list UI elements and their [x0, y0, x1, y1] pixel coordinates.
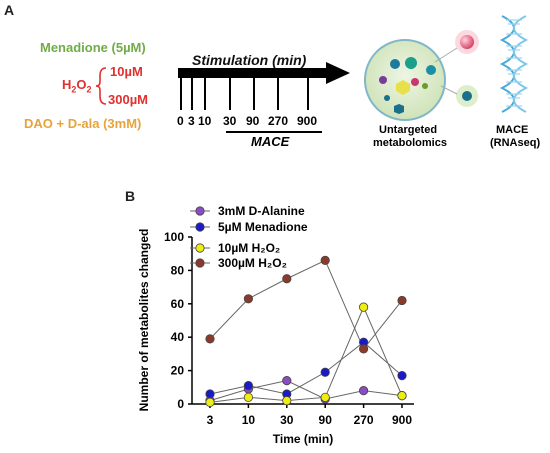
h2o2-low-label: 10µM	[110, 64, 143, 79]
data-point	[397, 295, 407, 306]
rnaseq-label-line2: (RNAseq)	[490, 137, 541, 149]
series-line-1	[209, 341, 403, 395]
menadione-label: Menadione (5µM)	[40, 40, 146, 55]
panel-b-letter: B	[125, 188, 136, 204]
x-tick-label: 3	[207, 413, 214, 427]
stimulation-label: Stimulation (min)	[192, 52, 307, 68]
data-point	[243, 294, 253, 304]
metabolomics-cell-illustration	[364, 30, 479, 121]
y-tick-label: 40	[171, 330, 185, 344]
legend-marker	[195, 258, 205, 268]
x-axis-label: Time (min)	[273, 432, 333, 446]
data-point	[358, 386, 369, 396]
legend-marker	[195, 206, 205, 216]
untargeted-label-line2: metabolomics	[373, 137, 447, 149]
x-tick-label: 10	[242, 413, 256, 427]
data-point	[205, 334, 215, 344]
data-point	[243, 381, 253, 391]
data-point	[397, 371, 407, 381]
timepoint-90: 90	[246, 114, 260, 128]
timepoint-900: 900	[297, 114, 318, 128]
legend-marker	[195, 243, 205, 253]
data-point	[358, 302, 369, 312]
y-tick-label: 100	[164, 230, 184, 244]
data-point	[358, 344, 369, 354]
dao-label: DAO + D-ala (3mM)	[24, 116, 142, 131]
data-point	[282, 376, 292, 386]
y-tick-label: 60	[171, 297, 185, 311]
y-tick-label: 80	[171, 263, 185, 277]
h2o2-label: H2O2	[62, 77, 92, 95]
x-tick-label: 270	[354, 413, 374, 427]
series-line-2	[209, 305, 403, 403]
untargeted-label-line1: Untargeted	[379, 124, 438, 136]
h2o2-high-label: 300µM	[108, 92, 149, 107]
h2o2-bracket	[96, 67, 107, 105]
x-tick-label: 900	[392, 413, 412, 427]
y-tick-label: 0	[177, 397, 184, 411]
timepoint-30: 30	[223, 114, 237, 128]
rnaseq-label-line1: MACE	[496, 124, 529, 136]
data-point	[320, 255, 330, 265]
mace-label: MACE	[251, 134, 290, 149]
dna-helix-icon	[499, 15, 529, 113]
series-line-3	[209, 259, 403, 350]
timepoint-3: 3	[188, 114, 195, 128]
data-point	[320, 392, 330, 402]
legend-label: 300µM H₂O₂	[218, 256, 287, 270]
legend-marker	[195, 222, 205, 232]
data-point	[282, 274, 292, 284]
data-point	[243, 392, 253, 402]
data-point	[397, 391, 407, 401]
x-tick-label: 30	[280, 413, 294, 427]
y-axis-label: Number of metabolites changed	[137, 229, 151, 412]
data-point	[282, 396, 292, 406]
timeline-arrow	[178, 62, 350, 110]
panel-a-letter: A	[4, 2, 15, 18]
data-point	[205, 389, 215, 399]
legend-label: 10µM H₂O₂	[218, 241, 280, 255]
timepoint-270: 270	[268, 114, 289, 128]
timepoint-10: 10	[198, 114, 212, 128]
data-point	[320, 367, 330, 377]
y-tick-label: 20	[171, 364, 185, 378]
timepoint-0: 0	[177, 114, 184, 128]
mace-bar	[226, 131, 322, 133]
data-point	[205, 397, 215, 407]
legend-label: 3mM D-Alanine	[218, 204, 305, 218]
series-line-0	[209, 380, 403, 402]
x-tick-label: 90	[319, 413, 333, 427]
legend-label: 5µM Menadione	[218, 220, 308, 234]
